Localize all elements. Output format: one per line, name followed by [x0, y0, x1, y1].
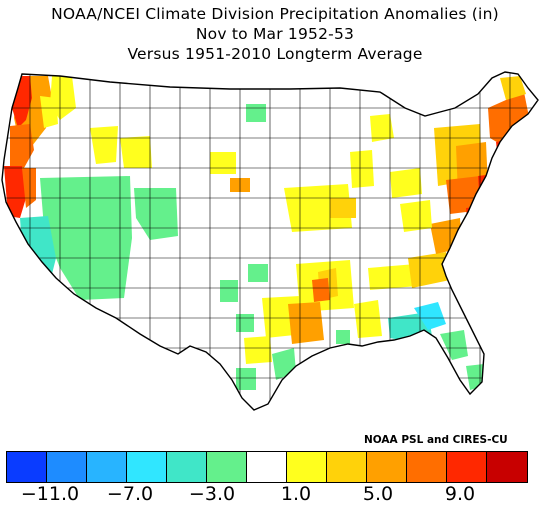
title-line-3: Versus 1951-2010 Longterm Average: [127, 45, 423, 63]
legend-tick-1: −11.0: [20, 483, 80, 505]
legend-swatch-12: [447, 452, 487, 482]
title-line-2: Nov to Mar 1952-53: [195, 25, 355, 43]
region-appalachia: [400, 200, 432, 232]
region-great-basin: [40, 176, 132, 300]
region-nd-east: [246, 104, 266, 122]
region-illinois: [350, 150, 374, 188]
region-wa-east: [40, 96, 58, 128]
region-florida-north: [440, 330, 468, 360]
region-texas-central: [244, 336, 272, 364]
legend-swatch-2: [47, 452, 87, 482]
map-title: NOAA/NCEI Climate Division Precipitation…: [0, 4, 550, 64]
legend-swatch-9: [327, 452, 367, 482]
region-nor-cal-coast: [4, 166, 26, 218]
region-new-jersey: [478, 174, 496, 208]
region-rockies-south: [134, 188, 178, 240]
region-new-england: [488, 92, 530, 144]
region-tennessee: [368, 264, 418, 290]
legend-tick-labels: −11.0 −7.0 −3.0 1.0 5.0 9.0: [0, 483, 550, 505]
region-ok-central: [236, 314, 254, 332]
legend-swatch-5: [167, 452, 207, 482]
legend-tick-6: 9.0: [444, 483, 476, 505]
region-montana-west: [90, 126, 118, 164]
legend-tick-4: 1.0: [280, 483, 312, 505]
legend-swatch-6: [207, 452, 247, 482]
legend-swatch-11: [407, 452, 447, 482]
region-florida-south: [466, 364, 484, 390]
region-ohio-valley: [390, 168, 422, 198]
region-texas-south: [236, 368, 256, 390]
region-georgia-inland: [414, 302, 446, 330]
region-alabama: [354, 300, 382, 338]
region-maine: [500, 76, 526, 100]
region-oklahoma-west: [248, 264, 268, 282]
region-or-coast: [10, 124, 34, 168]
credit-label: NOAA PSL and CIRES-CU: [364, 434, 508, 446]
title-line-1: NOAA/NCEI Climate Division Precipitation…: [51, 5, 499, 23]
us-climate-division-map: [1, 71, 539, 411]
legend-swatch-7: [247, 452, 287, 482]
legend-swatch-10: [367, 452, 407, 482]
legend-tick-2: −7.0: [106, 483, 154, 505]
region-michigan: [370, 114, 394, 142]
anomaly-regions: [2, 72, 538, 410]
region-pennsylvania: [446, 176, 482, 214]
legend-tick-5: 5.0: [362, 483, 394, 505]
legend-tick-3: −3.0: [188, 483, 236, 505]
region-arkansas-core: [312, 278, 330, 302]
region-iowa: [330, 198, 356, 218]
color-legend: [6, 451, 528, 483]
region-plains-north: [210, 152, 236, 174]
region-colorado-east: [220, 280, 238, 302]
legend-swatch-8: [287, 452, 327, 482]
region-montana-central: [120, 136, 152, 168]
region-carolinas: [408, 252, 450, 288]
legend-swatch-13: [487, 452, 527, 482]
region-plains-central: [284, 184, 352, 232]
region-louisiana: [288, 302, 324, 344]
region-central-cal: [20, 216, 56, 282]
legend-swatch-1: [7, 452, 47, 482]
region-mississippi-delta: [336, 330, 350, 344]
legend-swatch-4: [127, 452, 167, 482]
legend-swatch-3: [87, 452, 127, 482]
